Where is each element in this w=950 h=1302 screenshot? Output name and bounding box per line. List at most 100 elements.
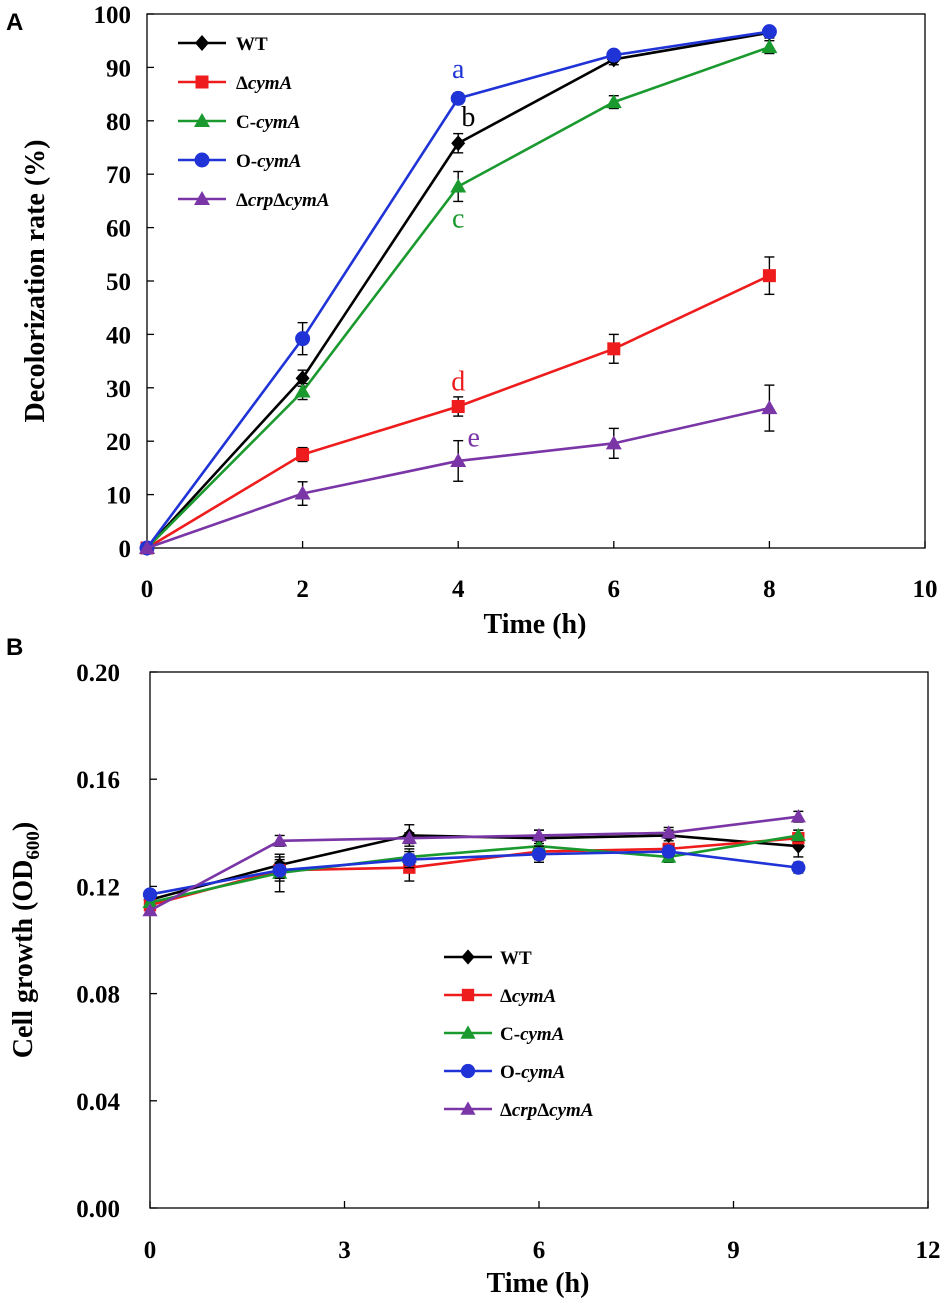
y-tick-label: 100 bbox=[94, 2, 132, 29]
y-tick-label: 0.12 bbox=[76, 874, 120, 901]
series-c-cyma bbox=[142, 827, 806, 909]
legend-item-c-cyma: C-cymA bbox=[178, 112, 300, 133]
data-point bbox=[295, 370, 310, 387]
data-point bbox=[142, 902, 158, 917]
data-point bbox=[661, 844, 676, 859]
legend-label: O-cymA bbox=[236, 151, 301, 172]
series-delta-crpdelta-cyma bbox=[142, 809, 806, 917]
x-tick-label: 0 bbox=[141, 576, 154, 603]
data-point bbox=[295, 331, 311, 347]
legend-label: C-cymA bbox=[500, 1024, 564, 1045]
y-tick-label: 60 bbox=[106, 216, 131, 243]
data-point bbox=[606, 47, 622, 63]
data-point bbox=[450, 90, 466, 106]
data-point bbox=[790, 827, 806, 842]
legend-label: WT bbox=[236, 34, 268, 55]
series-line bbox=[149, 850, 799, 896]
data-point bbox=[761, 39, 778, 54]
panel-label: B bbox=[6, 634, 23, 661]
data-point bbox=[531, 827, 547, 842]
legend-label: ΔcrpΔcymA bbox=[236, 190, 330, 211]
y-tick-label: 0.00 bbox=[76, 1196, 120, 1223]
data-point bbox=[605, 94, 622, 109]
data-point bbox=[605, 435, 622, 450]
y-tick-label: 50 bbox=[106, 269, 131, 296]
legend-item-delta-crpdelta-cyma: ΔcrpΔcymA bbox=[444, 1100, 594, 1121]
legend-marker bbox=[194, 113, 210, 127]
y-tick-label: 30 bbox=[106, 376, 131, 403]
legend: WT ΔcymA C-cymA O-cymA ΔcrpΔcymA bbox=[444, 948, 594, 1121]
legend-item-wt: WT bbox=[444, 948, 532, 969]
significance-letter: b bbox=[461, 102, 475, 133]
data-point bbox=[661, 825, 677, 839]
series-delta-cyma bbox=[143, 829, 805, 912]
legend-item-delta-cyma: ΔcymA bbox=[178, 73, 292, 94]
data-point bbox=[790, 809, 806, 823]
y-tick-label: 0.16 bbox=[76, 767, 120, 794]
legend-marker bbox=[460, 1063, 476, 1079]
significance-letter: a bbox=[452, 54, 465, 85]
x-tick-label: 10 bbox=[913, 576, 938, 603]
series-delta-cyma bbox=[140, 256, 776, 555]
legend-item-c-cyma: C-cymA bbox=[444, 1024, 564, 1045]
plot-area-frame bbox=[146, 13, 926, 549]
legend: WT ΔcymA C-cymA O-cymA ΔcrpΔcymA bbox=[178, 34, 330, 211]
legend-label: WT bbox=[500, 948, 532, 969]
data-point bbox=[272, 863, 287, 878]
data-point bbox=[531, 847, 547, 862]
significance-letter: c bbox=[452, 204, 464, 235]
legend-item-delta-cyma: ΔcymA bbox=[444, 986, 556, 1007]
data-point bbox=[296, 448, 310, 462]
y-tick-label: 70 bbox=[106, 162, 131, 189]
y-axis-title: Cell growth (OD600) bbox=[8, 822, 44, 1058]
legend-item-o-cyma: O-cymA bbox=[444, 1062, 565, 1083]
legend-item-delta-crpdelta-cyma: ΔcrpΔcymA bbox=[178, 190, 330, 211]
chart-panel-b: B 0.00 0.04 0.08 0.12 0.16 0.20 0 3 6 9 12 Time (h) C… bbox=[6, 634, 941, 1299]
x-tick-label: 2 bbox=[296, 576, 309, 603]
data-point bbox=[761, 24, 777, 40]
x-tick-label: 6 bbox=[533, 1237, 546, 1264]
legend-item-wt: WT bbox=[178, 34, 268, 55]
x-tick-label: 12 bbox=[916, 1237, 941, 1264]
chart-panel-a: A 0 10 20 30 40 50 60 70 80 90 100 0 2 4 6 8 10 Time (h) De… bbox=[6, 2, 938, 640]
y-tick-label: 80 bbox=[106, 109, 131, 136]
x-tick-label: 0 bbox=[144, 1237, 157, 1264]
plot-area-frame bbox=[149, 671, 929, 1209]
legend-label: O-cymA bbox=[500, 1062, 565, 1083]
x-axis-title: Time (h) bbox=[487, 1268, 590, 1299]
significance-letter: e bbox=[468, 423, 480, 454]
x-tick-label: 4 bbox=[452, 576, 465, 603]
data-point bbox=[401, 830, 417, 844]
y-tick-label: 0.20 bbox=[76, 660, 120, 687]
legend-marker bbox=[194, 191, 210, 205]
legend-label: C-cymA bbox=[236, 112, 300, 133]
data-point bbox=[761, 400, 778, 415]
data-point bbox=[142, 887, 158, 902]
legend-marker bbox=[195, 35, 209, 51]
legend-item-o-cyma: O-cymA bbox=[178, 151, 301, 172]
legend-label: ΔcymA bbox=[500, 986, 556, 1007]
legend-marker bbox=[460, 1101, 476, 1115]
panel-label: A bbox=[6, 9, 23, 36]
legend-label: ΔcymA bbox=[236, 73, 292, 94]
x-tick-label: 8 bbox=[763, 576, 776, 603]
data-point bbox=[450, 452, 467, 467]
data-point bbox=[450, 178, 467, 193]
legend-marker bbox=[461, 988, 475, 1002]
data-point bbox=[294, 485, 311, 500]
legend-label: ΔcrpΔcymA bbox=[500, 1100, 594, 1121]
legend-marker bbox=[461, 949, 475, 965]
data-point bbox=[402, 852, 417, 867]
significance-letter: d bbox=[451, 366, 465, 397]
y-tick-label: 0 bbox=[119, 536, 132, 563]
x-tick-label: 6 bbox=[608, 576, 621, 603]
y-tick-label: 10 bbox=[106, 483, 131, 510]
data-point bbox=[451, 135, 466, 152]
data-point bbox=[139, 540, 155, 554]
data-point bbox=[791, 860, 806, 875]
legend-marker bbox=[460, 1025, 476, 1039]
y-axis-title: Decolorization rate (%) bbox=[20, 140, 51, 423]
series-delta-crpdelta-cyma bbox=[139, 384, 778, 554]
series-line bbox=[149, 836, 799, 907]
